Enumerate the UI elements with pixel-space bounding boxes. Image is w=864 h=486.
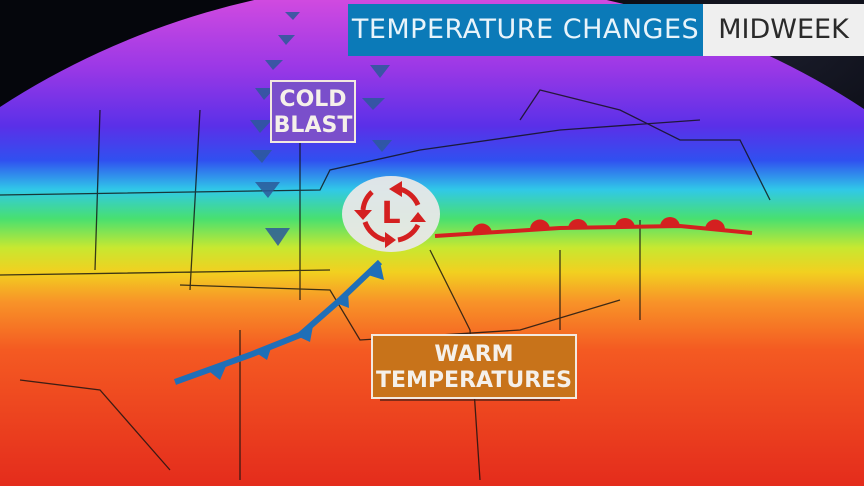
cold-label-line1: COLD bbox=[279, 87, 347, 112]
arctic-air-arrows bbox=[250, 12, 392, 246]
warm-front bbox=[434, 217, 753, 238]
circulation-arrows-icon bbox=[360, 186, 421, 243]
low-pressure-center bbox=[342, 176, 440, 252]
timeframe-badge: MIDWEEK bbox=[703, 4, 864, 56]
warm-temperatures-label: WARM TEMPERATURES bbox=[371, 334, 577, 399]
cold-front bbox=[173, 259, 384, 385]
cold-label-line2: BLAST bbox=[273, 113, 353, 138]
warm-label-line2: TEMPERATURES bbox=[375, 368, 573, 393]
low-pressure-symbol: L bbox=[381, 196, 401, 231]
cold-blast-label: COLD BLAST bbox=[270, 80, 356, 143]
warm-label-line1: WARM bbox=[434, 342, 514, 367]
page-title: TEMPERATURE CHANGES bbox=[348, 4, 703, 56]
